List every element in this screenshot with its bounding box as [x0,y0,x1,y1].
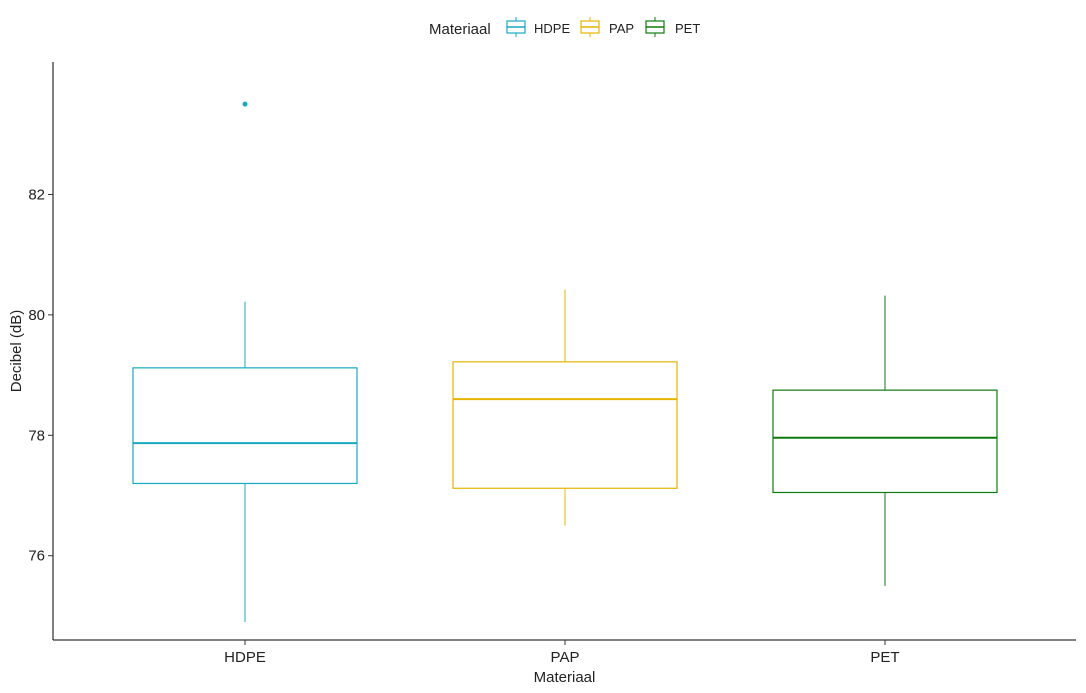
iqr-box-pap [452,361,678,489]
legend-key-hdpe [506,17,526,37]
legend-key-pet [645,17,665,37]
legend-label-hdpe: HDPE [534,21,570,36]
x-tick-label-pet: PET [870,649,899,666]
x-tick-label-hdpe: HDPE [224,649,266,666]
legend-label-pet: PET [675,21,700,36]
plot-area [132,101,998,622]
iqr-box-hdpe [132,367,358,485]
y-axis-title: Decibel (dB) [8,310,25,393]
box-pap [452,289,678,526]
outlier-point-hdpe-0 [242,101,248,107]
x-tick-label-pap: PAP [551,649,580,666]
box-pet [772,295,998,586]
x-axis-title: Materiaal [534,669,596,686]
legend-label-pap: PAP [609,21,634,36]
y-tick-label-80: 80 [28,307,45,324]
y-tick-label-76: 76 [28,548,45,565]
y-tick-label-78: 78 [28,427,45,444]
axes: 76 78 80 82 HDPE PAP PET [28,62,1076,666]
legend-key-pap [580,17,600,37]
iqr-box-pet [772,389,998,494]
box-hdpe [132,101,358,622]
legend-title: Materiaal [429,21,491,38]
y-tick-label-82: 82 [28,186,45,203]
legend: Materiaal HDPE PAP PET [429,17,700,38]
